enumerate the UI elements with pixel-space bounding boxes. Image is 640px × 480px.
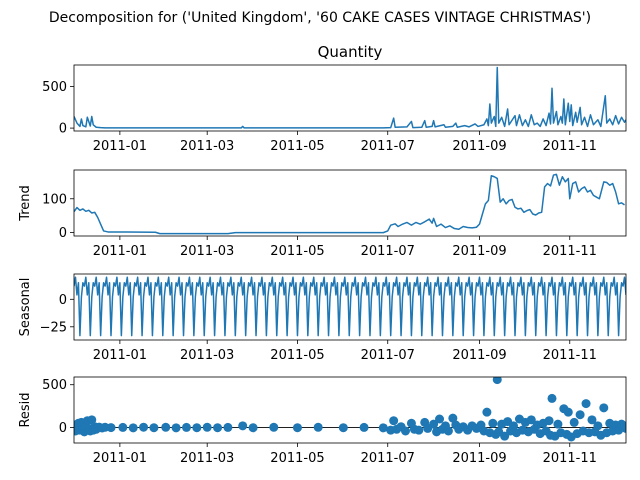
resid-point: [547, 393, 557, 403]
panel-seasonal: 2011-01 2011-03 2011-05 2011-07 2011-09 2011-…: [18, 273, 627, 363]
trend-series-line: [74, 173, 625, 235]
seasonal-xtick-label: 2011-05: [270, 348, 324, 363]
resid-point: [401, 426, 410, 436]
trend-xtick-label: 2011-03: [180, 244, 234, 259]
resid-marks: [74, 377, 626, 442]
resid-point: [492, 377, 502, 385]
resid-point: [128, 423, 138, 433]
resid-point: [161, 422, 171, 432]
observed-xtick-label: 2011-09: [452, 139, 506, 154]
resid-point: [593, 421, 603, 431]
seasonal-axes-frame: [73, 273, 627, 341]
seasonal-xtick-label: 2011-09: [452, 348, 506, 363]
seasonal-series-line: [74, 276, 626, 337]
seasonal-xtick-label: 2011-03: [180, 348, 234, 363]
resid-point: [248, 423, 258, 433]
resid-point: [106, 423, 116, 433]
resid-point: [414, 425, 424, 435]
resid-ylabel: Resid: [18, 392, 33, 427]
panel-trend: 2011-01 2011-03 2011-05 2011-07 2011-09 2011-…: [18, 169, 627, 259]
resid-point: [482, 407, 492, 417]
resid-ytick-label: 0: [59, 421, 67, 436]
observed-ytick-label: 0: [59, 122, 67, 137]
resid-point: [563, 407, 573, 417]
resid-point: [202, 422, 212, 432]
trend-xtick-label: 2011-09: [452, 244, 506, 259]
observed-xtick-label: 2011-07: [361, 139, 415, 154]
resid-point: [213, 423, 223, 433]
trend-ylabel: Trend: [18, 185, 33, 222]
seasonal-ytick-label: −25: [40, 320, 67, 335]
trend-xtick-label: 2011-05: [270, 244, 324, 259]
resid-point: [448, 413, 458, 423]
resid-point: [443, 426, 453, 436]
observed-axes-frame: [73, 64, 627, 132]
observed-title: Quantity: [318, 43, 383, 61]
observed-series-line: [74, 66, 626, 129]
resid-point: [139, 422, 149, 432]
resid-point: [488, 418, 498, 428]
seasonal-xtick-label: 2011-01: [93, 348, 147, 363]
resid-xtick-label: 2011-07: [361, 451, 415, 466]
trend-xtick-label: 2011-01: [93, 244, 147, 259]
trend-axes-frame: [73, 169, 627, 237]
seasonal-xtick-label: 2011-11: [543, 348, 597, 363]
resid-point: [238, 421, 248, 431]
seasonal-ylabel: Seasonal: [18, 278, 33, 337]
resid-point: [553, 419, 563, 429]
resid-point: [500, 431, 510, 441]
resid-point: [192, 423, 202, 433]
resid-point: [87, 415, 97, 425]
observed-xtick-label: 2011-05: [270, 139, 324, 154]
resid-point: [569, 417, 579, 427]
panels-group: 2011-01 2011-03 2011-05 2011-07 2011-09 2011-…: [18, 43, 627, 466]
resid-point: [149, 423, 159, 433]
resid-point: [181, 422, 191, 432]
resid-point: [389, 416, 399, 426]
resid-point: [378, 423, 388, 433]
trend-ytick-label: 0: [59, 226, 67, 241]
resid-axes-frame: [73, 376, 627, 444]
resid-xtick-label: 2011-09: [452, 451, 506, 466]
seasonal-ytick-label: 0: [59, 293, 67, 308]
observed-marks: [74, 66, 626, 129]
resid-point: [429, 419, 439, 429]
resid-point: [338, 423, 348, 433]
panel-resid: 2011-01 2011-03 2011-05 2011-07 2011-09 2011-…: [18, 376, 627, 466]
resid-point: [118, 422, 128, 432]
resid-ytick-label: 500: [42, 378, 67, 393]
resid-xtick-label: 2011-03: [180, 451, 234, 466]
resid-point: [575, 410, 585, 420]
resid-point: [359, 422, 369, 432]
resid-point: [581, 399, 591, 409]
resid-point: [544, 416, 554, 426]
resid-point: [526, 415, 536, 425]
observed-xtick-label: 2011-11: [543, 139, 597, 154]
trend-marks: [74, 173, 625, 235]
observed-xtick-label: 2011-03: [180, 139, 234, 154]
resid-point: [223, 422, 233, 432]
resid-point: [587, 415, 597, 425]
resid-point: [269, 422, 279, 432]
figure-suptitle: Decomposition for ('United Kingdom', '60…: [49, 10, 591, 26]
seasonal-xtick-label: 2011-07: [361, 348, 415, 363]
resid-xtick-label: 2011-01: [93, 451, 147, 466]
observed-ytick-label: 500: [42, 80, 67, 95]
resid-point: [599, 403, 609, 413]
panel-observed: 2011-01 2011-03 2011-05 2011-07 2011-09 2011-…: [42, 43, 627, 154]
resid-point: [509, 421, 519, 431]
trend-xtick-label: 2011-11: [543, 244, 597, 259]
resid-point: [292, 423, 302, 433]
observed-xtick-label: 2011-01: [93, 139, 147, 154]
resid-point: [171, 423, 181, 433]
trend-ytick-label: 100: [42, 192, 67, 207]
resid-xtick-label: 2011-05: [270, 451, 324, 466]
resid-xtick-label: 2011-11: [543, 451, 597, 466]
resid-point: [313, 422, 323, 432]
trend-xtick-label: 2011-07: [361, 244, 415, 259]
seasonal-marks: [74, 276, 626, 337]
resid-point: [435, 414, 445, 424]
resid-point: [621, 423, 626, 433]
